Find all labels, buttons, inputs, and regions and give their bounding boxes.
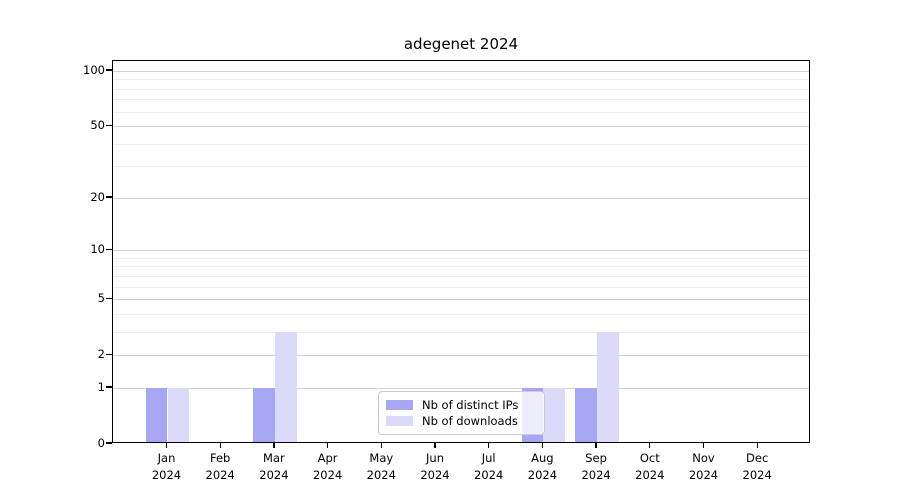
plot-area: Nb of distinct IPs Nb of downloads: [112, 60, 810, 443]
gridline-70: [113, 99, 809, 101]
y-tick-label-100: 100: [83, 63, 105, 77]
x-tick-label-mar: Mar 2024: [259, 451, 289, 482]
y-tick-mark-100: [106, 69, 112, 71]
y-tick-label-20: 20: [90, 189, 105, 204]
bar-distinct-ips-mar: [253, 387, 275, 442]
gridline-7: [113, 275, 809, 277]
gridline-4: [113, 313, 809, 315]
legend-swatch-distinct-ips: [386, 399, 413, 410]
gridline-1: [113, 387, 809, 389]
legend-entry-distinct-ips: Nb of distinct IPs: [386, 398, 537, 412]
legend-label-distinct-ips: Nb of distinct IPs: [422, 397, 519, 412]
chart-title: adegenet 2024: [403, 35, 519, 53]
x-tick-mark-jan: [165, 443, 168, 448]
bar-distinct-ips-jan: [145, 387, 168, 442]
x-tick-mark-may: [380, 443, 382, 448]
y-tick-mark-20: [106, 196, 112, 198]
x-tick-mark-oct: [649, 443, 651, 448]
gridline-40: [113, 143, 809, 145]
y-tick-mark-50: [106, 124, 112, 126]
bar-downloads-aug: [543, 387, 566, 442]
x-tick-label-sep: Sep 2024: [581, 451, 611, 482]
y-tick-mark-10: [106, 248, 112, 250]
bar-downloads-sep: [597, 331, 619, 442]
y-tick-label-5: 5: [97, 291, 105, 306]
legend-swatch-downloads: [386, 416, 413, 427]
y-tick-label-10: 10: [90, 242, 105, 257]
y-tick-label-0: 0: [97, 436, 105, 450]
x-tick-label-dec: Dec 2024: [742, 451, 772, 482]
x-tick-label-jun: Jun 2024: [420, 451, 450, 482]
x-tick-label-feb: Feb 2024: [205, 451, 235, 482]
bar-downloads-mar: [274, 331, 297, 442]
bar-downloads-jan: [167, 387, 190, 442]
gridline-80: [113, 88, 809, 90]
gridline-90: [113, 79, 809, 81]
x-tick-mark-mar: [273, 443, 275, 448]
x-tick-label-may: May 2024: [366, 451, 396, 482]
gridline-2: [113, 355, 809, 357]
x-tick-mark-feb: [219, 443, 221, 448]
x-tick-mark-jun: [434, 443, 436, 448]
gridline-8: [113, 266, 809, 268]
y-tick-mark-2: [106, 353, 112, 355]
x-tick-mark-nov: [702, 443, 705, 448]
y-tick-mark-0: [106, 442, 112, 444]
y-tick-label-1: 1: [97, 379, 105, 394]
gridline-30: [113, 166, 809, 168]
legend: Nb of distinct IPs Nb of downloads: [378, 391, 545, 435]
x-tick-label-jan: Jan 2024: [151, 451, 182, 482]
gridline-9: [113, 257, 809, 259]
gridline-100: [113, 71, 809, 72]
legend-entry-downloads: Nb of downloads: [386, 414, 537, 428]
y-tick-label-2: 2: [97, 347, 105, 362]
legend-label-downloads: Nb of downloads: [422, 414, 518, 429]
x-tick-mark-aug: [541, 443, 544, 448]
x-tick-label-nov: Nov 2024: [688, 451, 719, 482]
x-tick-label-oct: Oct 2024: [635, 451, 665, 482]
y-tick-mark-5: [106, 297, 112, 299]
y-tick-label-50: 50: [90, 118, 105, 133]
x-tick-mark-dec: [756, 443, 758, 448]
gridline-10: [113, 250, 809, 252]
x-tick-mark-apr: [326, 443, 329, 448]
gridline-6: [113, 286, 809, 288]
gridline-60: [113, 111, 809, 113]
gridline-20: [113, 197, 809, 199]
gridline-50: [113, 126, 809, 128]
gridline-5: [113, 299, 809, 301]
x-tick-label-jul: Jul 2024: [474, 451, 504, 482]
y-tick-mark-1: [106, 386, 112, 388]
gridline-3: [113, 331, 809, 333]
x-tick-label-aug: Aug 2024: [527, 451, 558, 482]
x-tick-mark-jul: [488, 443, 490, 448]
x-tick-mark-sep: [595, 443, 597, 448]
bar-distinct-ips-sep: [575, 387, 598, 442]
x-tick-label-apr: Apr 2024: [312, 451, 343, 482]
